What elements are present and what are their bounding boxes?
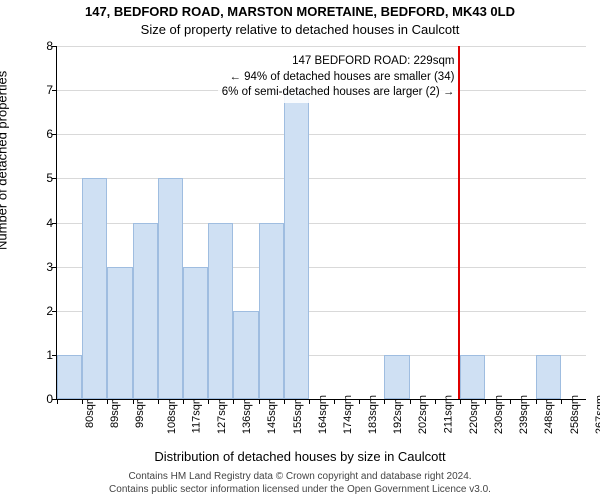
annotation-title: 147 BEDFORD ROAD: 229sqm: [292, 55, 454, 67]
gridline: [57, 46, 586, 47]
x-tick-mark: [359, 399, 360, 404]
y-tick-mark: [52, 90, 57, 91]
x-tick-mark: [284, 399, 285, 404]
y-axis-label: Number of detached properties: [0, 71, 10, 250]
x-tick-label: 99sqm: [134, 395, 146, 428]
gridline: [57, 178, 586, 179]
x-tick-mark: [435, 399, 436, 404]
chart-container: 147, BEDFORD ROAD, MARSTON MORETAINE, BE…: [0, 0, 600, 500]
x-tick-mark: [334, 399, 335, 404]
x-tick-mark: [183, 399, 184, 404]
y-tick-label: 8: [35, 39, 53, 53]
x-tick-label: 267sqm: [594, 395, 600, 434]
histogram-bar: [460, 355, 485, 399]
x-tick-mark: [233, 399, 234, 404]
x-tick-mark: [82, 399, 83, 404]
x-tick-mark: [485, 399, 486, 404]
x-tick-label: 230sqm: [493, 395, 505, 434]
annotation-larger: 6% of semi-detached houses are larger (2…: [222, 86, 455, 98]
x-tick-mark: [460, 399, 461, 404]
annotation-smaller: ← 94% of detached houses are smaller (34…: [229, 71, 454, 83]
y-tick-label: 5: [35, 171, 53, 185]
histogram-bar: [208, 223, 233, 400]
x-axis-label: Distribution of detached houses by size …: [0, 449, 600, 464]
x-tick-label: 136sqm: [241, 395, 253, 434]
x-tick-mark: [384, 399, 385, 404]
x-tick-label: 220sqm: [468, 395, 480, 434]
x-tick-mark: [133, 399, 134, 404]
y-tick-mark: [52, 178, 57, 179]
x-tick-label: 248sqm: [544, 395, 556, 434]
plot-area: 01234567880sqm89sqm99sqm108sqm117sqm127s…: [56, 46, 586, 400]
marker-annotation: 147 BEDFORD ROAD: 229sqm ← 94% of detache…: [218, 52, 459, 103]
histogram-bar: [107, 267, 132, 399]
histogram-bar: [284, 90, 309, 399]
y-tick-mark: [52, 134, 57, 135]
x-tick-mark: [561, 399, 562, 404]
histogram-bar: [82, 178, 107, 399]
x-tick-mark: [259, 399, 260, 404]
x-tick-mark: [536, 399, 537, 404]
histogram-bar: [183, 267, 208, 399]
y-tick-label: 0: [35, 392, 53, 406]
attribution-text: Contains HM Land Registry data © Crown c…: [0, 471, 600, 496]
y-tick-mark: [52, 223, 57, 224]
x-tick-mark: [57, 399, 58, 404]
x-tick-label: 192sqm: [392, 395, 404, 434]
y-tick-mark: [52, 267, 57, 268]
x-tick-mark: [309, 399, 310, 404]
x-tick-label: 127sqm: [216, 395, 228, 434]
attribution-line1: Contains HM Land Registry data © Crown c…: [128, 471, 471, 482]
histogram-bar: [158, 178, 183, 399]
y-tick-label: 1: [35, 348, 53, 362]
x-tick-mark: [510, 399, 511, 404]
x-tick-label: 239sqm: [518, 395, 530, 434]
chart-title-address: 147, BEDFORD ROAD, MARSTON MORETAINE, BE…: [0, 4, 600, 19]
x-tick-label: 174sqm: [342, 395, 354, 434]
x-tick-label: 145sqm: [266, 395, 278, 434]
gridline: [57, 134, 586, 135]
x-tick-label: 211sqm: [442, 395, 454, 433]
x-tick-mark: [107, 399, 108, 404]
property-marker-line: [458, 46, 460, 399]
y-tick-label: 7: [35, 83, 53, 97]
y-tick-label: 6: [35, 127, 53, 141]
x-tick-label: 80sqm: [84, 395, 96, 428]
x-tick-label: 202sqm: [418, 395, 430, 434]
x-tick-label: 89sqm: [109, 395, 121, 428]
chart-subtitle: Size of property relative to detached ho…: [0, 22, 600, 37]
y-tick-mark: [52, 46, 57, 47]
attribution-line2: Contains public sector information licen…: [109, 484, 491, 495]
histogram-bar: [133, 223, 158, 400]
y-tick-label: 4: [35, 216, 53, 230]
y-tick-label: 3: [35, 260, 53, 274]
histogram-bar: [57, 355, 82, 399]
histogram-bar: [536, 355, 561, 399]
x-tick-label: 155sqm: [292, 395, 304, 434]
x-tick-label: 108sqm: [166, 395, 178, 434]
y-tick-label: 2: [35, 304, 53, 318]
x-tick-mark: [410, 399, 411, 404]
histogram-bar: [259, 223, 284, 400]
x-tick-mark: [158, 399, 159, 404]
y-tick-mark: [52, 311, 57, 312]
x-tick-label: 183sqm: [367, 395, 379, 434]
histogram-bar: [384, 355, 409, 399]
x-tick-label: 258sqm: [569, 395, 581, 434]
x-tick-label: 164sqm: [317, 395, 329, 434]
histogram-bar: [233, 311, 258, 399]
x-tick-label: 117sqm: [190, 395, 202, 433]
x-tick-mark: [208, 399, 209, 404]
